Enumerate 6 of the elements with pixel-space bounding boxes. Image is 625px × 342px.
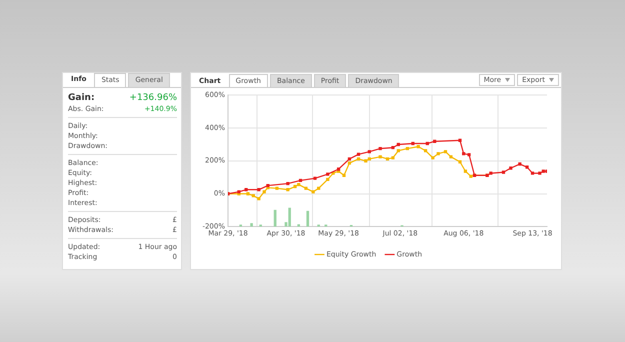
bar — [306, 210, 310, 227]
bar — [274, 210, 276, 227]
text: +136.96% — [129, 93, 177, 103]
bar — [288, 208, 291, 227]
text: Gain: — [68, 93, 95, 103]
bar — [250, 223, 253, 227]
